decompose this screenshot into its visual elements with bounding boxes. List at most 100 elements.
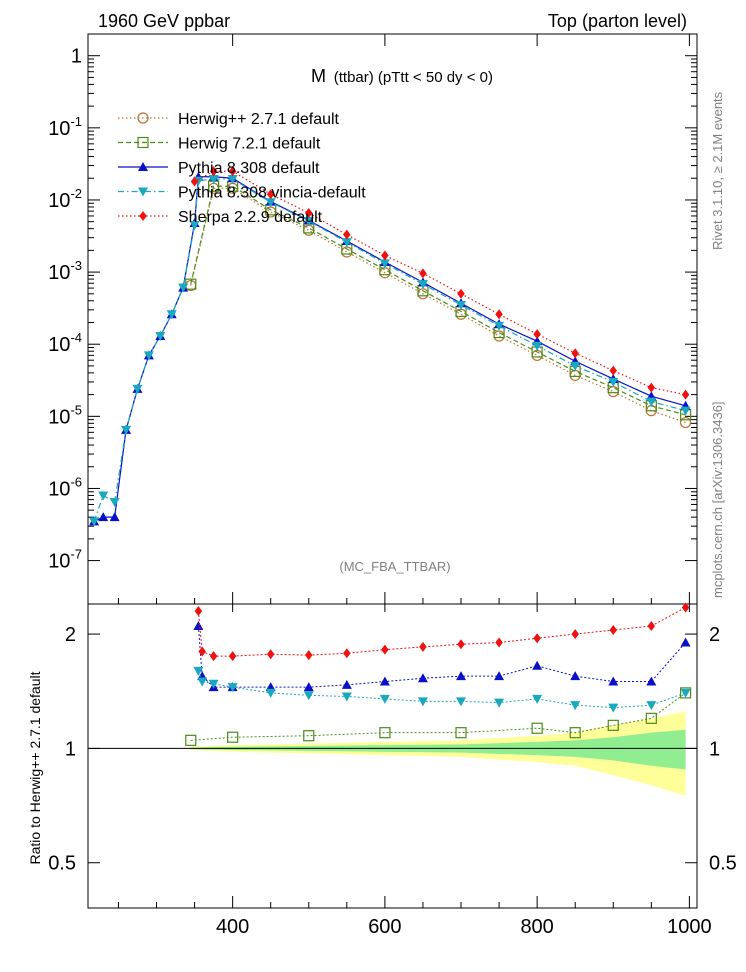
ratio-marker-pythia — [646, 676, 657, 686]
legend-marker-pythia — [138, 162, 148, 171]
ratio-marker-sherpa — [609, 624, 618, 635]
marker-vincia — [89, 517, 100, 527]
marker-vincia — [532, 341, 543, 351]
marker-vincia — [570, 361, 581, 371]
tick-label-exponent: -2 — [70, 186, 82, 201]
marker-sherpa — [190, 176, 199, 187]
marker-vincia — [646, 397, 657, 407]
ratio-marker-vincia — [570, 701, 581, 711]
legend-label-vincia: Pythia 8.308 vincia-default — [178, 185, 366, 202]
legend-marker-sherpa — [139, 211, 147, 221]
ratio-marker-pythia — [608, 676, 619, 686]
ratio-marker-vincia — [608, 703, 619, 713]
plot-title-sub: (ttbar) (pTtt < 50 dy < 0) — [334, 69, 493, 86]
tick-label-exponent: -3 — [70, 258, 82, 273]
plot-title: M (ttbar) (pTtt < 50 dy < 0) — [311, 66, 493, 86]
marker-sherpa — [419, 268, 427, 279]
ratio-marker-pythia — [680, 637, 691, 647]
ratio-marker-sherpa — [571, 629, 579, 640]
series-vincia — [89, 175, 691, 527]
marker-vincia — [178, 283, 189, 293]
x-tick-label: 400 — [216, 916, 249, 938]
legend-marker-herwig7 — [137, 136, 149, 149]
ratio-marker-vincia — [341, 692, 352, 702]
ratio-marker-vincia — [532, 694, 543, 704]
marker-sherpa — [495, 309, 503, 320]
marker-vincia — [456, 300, 467, 310]
marker-vincia — [155, 331, 166, 341]
marker-sherpa — [381, 250, 389, 261]
marker-vincia — [132, 384, 143, 394]
ratio-marker-herwig7 — [569, 727, 581, 739]
upper-y-tick-label: 10-6 — [48, 474, 82, 500]
ratio-marker-vincia — [197, 677, 208, 687]
ratio-y-tick-label-right: 2 — [709, 624, 720, 646]
series-line-pythia — [93, 176, 686, 522]
ratio-marker-pythia — [570, 671, 581, 681]
ratio-marker-pythia — [494, 671, 505, 681]
ratio-marker-vincia — [265, 688, 276, 698]
tick-label-base: 10 — [48, 551, 70, 573]
ratio-marker-herwig7 — [607, 719, 619, 731]
legend-label-sherpa: Sherpa 2.2.9 default — [178, 209, 323, 226]
ratio-band-yellow — [190, 711, 686, 796]
ratio-marker-vincia — [379, 694, 390, 704]
marker-vincia — [227, 175, 238, 185]
tick-label-base: 10 — [48, 262, 70, 284]
ratio-marker-vincia — [646, 701, 657, 711]
marker-vincia — [121, 425, 132, 435]
marker-vincia — [109, 497, 120, 507]
marker-herwigpp — [607, 386, 619, 398]
upper-plot-body: 110-110-210-310-410-510-610-7 — [48, 33, 697, 604]
legend-label-herwig7: Herwig 7.2.1 default — [178, 136, 321, 153]
upper-y-tick-label: 10-1 — [48, 114, 82, 140]
ratio-series-pythia — [193, 621, 691, 692]
upper-y-tick-label: 10-3 — [48, 258, 82, 284]
upper-y-tick-label: 10-5 — [48, 402, 82, 428]
tick-label-base: 10 — [48, 118, 70, 140]
ratio-y-tick-label: 1 — [65, 738, 76, 760]
marker-sherpa — [266, 189, 275, 200]
marker-vincia — [166, 310, 177, 320]
ratio-band-green — [190, 729, 686, 770]
ratio-marker-herwig7 — [531, 722, 543, 734]
ratio-plot-body: 400 600 800 1000 0.5 0.5 1 1 2 2 — [48, 602, 737, 938]
tick-label-exponent: -1 — [70, 114, 82, 129]
marker-sherpa — [228, 166, 237, 177]
ratio-marker-herwig7 — [227, 731, 239, 743]
marker-sherpa — [681, 389, 690, 400]
marker-sherpa — [343, 229, 351, 240]
tick-label-exponent: -4 — [70, 330, 82, 345]
marker-vincia — [265, 198, 276, 208]
marker-vincia — [143, 351, 154, 361]
ratio-y-tick-label-right: 0.5 — [709, 853, 737, 875]
marker-pythia — [98, 512, 109, 522]
tick-label-base: 10 — [48, 190, 70, 212]
ratio-marker-pythia — [341, 679, 352, 689]
marker-sherpa — [647, 382, 656, 393]
plot-title-main: M — [311, 66, 326, 86]
legend-label-pythia: Pythia 8.308 default — [178, 160, 320, 177]
marker-vincia — [417, 280, 428, 290]
marker-sherpa — [209, 166, 218, 177]
marker-herwigpp — [493, 330, 505, 342]
header-right-label: Top (parton level) — [548, 11, 687, 31]
ratio-marker-vincia — [303, 691, 314, 701]
ratio-line-herwig7 — [190, 692, 686, 741]
legend-marker-vincia — [138, 187, 148, 197]
upper-y-tick-label: 10-7 — [48, 547, 82, 573]
ratio-series-sherpa — [194, 602, 690, 662]
ratio-marker-herwig7 — [645, 712, 657, 724]
upper-y-tick-label: 10-4 — [48, 330, 82, 356]
upper-y-tick-label: 1 — [71, 46, 82, 68]
ratio-marker-pythia — [193, 621, 204, 631]
ratio-marker-herwig7 — [455, 727, 467, 739]
ratio-marker-vincia — [456, 697, 467, 707]
series-line-vincia — [93, 178, 686, 522]
x-tick-label: 1000 — [667, 916, 712, 938]
marker-sherpa — [305, 207, 313, 218]
ratio-marker-sherpa — [209, 651, 218, 662]
marker-sherpa — [457, 288, 465, 299]
analysis-tag: (MC_FBA_TTBAR) — [339, 559, 450, 574]
